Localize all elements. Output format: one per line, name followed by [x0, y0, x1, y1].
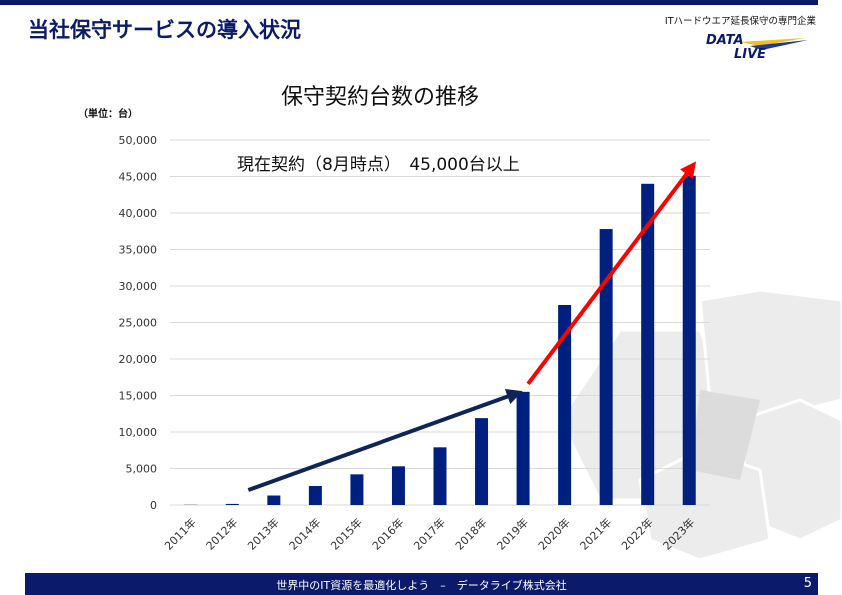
y-tick-label: 35,000 [119, 244, 158, 257]
x-tick-label: 2019年 [494, 515, 531, 552]
svg-text:DATA: DATA [706, 33, 744, 48]
chart-title: 保守契約台数の推移 [281, 85, 479, 110]
unit-label: （単位：台） [78, 107, 138, 120]
x-tick-label: 2021年 [577, 515, 614, 552]
bar-2016年 [391, 466, 405, 505]
company-tagline: ITハードウエア延長保守の専門企業 [664, 16, 816, 27]
x-tick-label: 2017年 [411, 515, 448, 552]
bar-2020年 [558, 304, 572, 505]
x-tick-label: 2023年 [660, 515, 697, 552]
x-tick-label: 2014年 [286, 515, 323, 552]
bar-2022年 [641, 183, 655, 506]
chart-annotation: 現在契約（8月時点） 45,000台以上 [237, 155, 520, 175]
svg-text:LIVE: LIVE [734, 47, 766, 60]
y-tick-label: 5,000 [126, 463, 158, 476]
y-tick-label: 15,000 [119, 390, 158, 403]
x-tick-label: 2015年 [328, 515, 365, 552]
x-tick-label: 2012年 [203, 515, 240, 552]
y-tick-label: 10,000 [119, 426, 158, 439]
x-tick-label: 2013年 [244, 515, 281, 552]
y-tick-label: 30,000 [119, 280, 158, 293]
bar-2012年 [225, 503, 239, 505]
footer-bar: 世界中のIT資源を最適化しよう – データライブ株式会社 5 [25, 573, 818, 595]
bar-2015年 [350, 474, 364, 505]
x-tick-label: 2022年 [618, 515, 655, 552]
bar-2023年 [682, 175, 696, 505]
footer-text: 世界中のIT資源を最適化しよう – データライブ株式会社 [276, 579, 567, 592]
growth-arrow-red [526, 161, 697, 386]
datalive-logo: DATA LIVE [706, 33, 808, 60]
growth-arrow-dark [247, 389, 523, 492]
bar-2017年 [433, 447, 447, 505]
bar-2018年 [475, 418, 489, 505]
y-tick-label: 40,000 [119, 207, 158, 220]
y-tick-label: 20,000 [119, 353, 158, 366]
y-tick-label: 0 [150, 499, 157, 512]
x-tick-label: 2020年 [535, 515, 572, 552]
page-title: 当社保守サービスの導入状況 [28, 18, 301, 42]
bar-2013年 [267, 495, 281, 505]
bar-2019年 [516, 391, 530, 505]
x-tick-label: 2018年 [452, 515, 489, 552]
bar-chart: 保守契約台数の推移 （単位：台） 0 5,000 10,000 15,000 20,00… [78, 85, 710, 553]
x-tick-label: 2016年 [369, 515, 406, 552]
y-tick-label: 45,000 [119, 171, 158, 184]
bar-2021年 [599, 229, 613, 505]
y-tick-label: 25,000 [119, 317, 158, 330]
top-accent-bar [0, 0, 818, 5]
page-number: 5 [803, 576, 812, 591]
y-tick-label: 50,000 [119, 134, 158, 147]
x-tick-label: 2011年 [161, 515, 198, 552]
bar-2014年 [308, 486, 322, 505]
